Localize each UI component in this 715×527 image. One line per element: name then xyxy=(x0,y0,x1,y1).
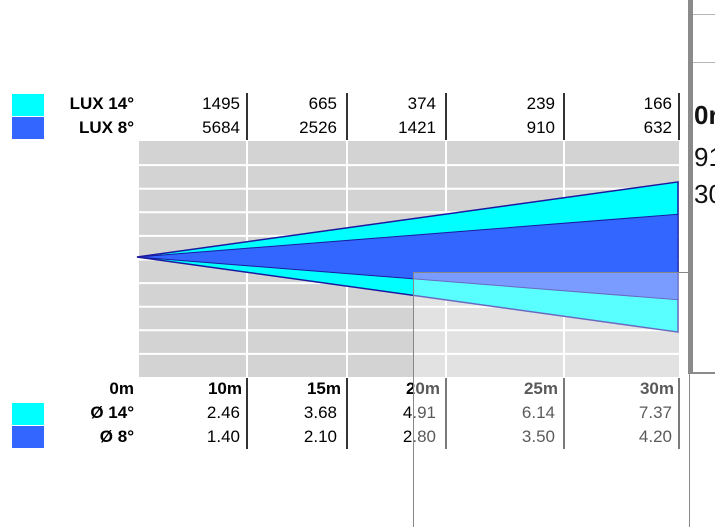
diameter-column-separator xyxy=(445,378,447,449)
diameter-8-label: Ø 8° xyxy=(99,427,134,446)
diameter-14-swatch xyxy=(12,403,44,425)
diameter-14-value: 7.37 xyxy=(638,403,672,422)
diameter-column-separator xyxy=(563,378,565,449)
right-fragment-3: 30 xyxy=(694,179,715,209)
lux-8-swatch xyxy=(12,117,44,139)
diameter-column-separator xyxy=(678,378,680,449)
lux-8-value: 1421 xyxy=(398,118,436,137)
distance-tick-label: 0m xyxy=(109,379,134,398)
distance-tick-label: 15m xyxy=(306,379,341,398)
diameter-8-value: 3.50 xyxy=(521,427,555,446)
lux-8-label: LUX 8° xyxy=(79,118,134,137)
lux-14-value: 665 xyxy=(308,94,337,113)
lux-8-value: 632 xyxy=(643,118,672,137)
lux-14-value: 166 xyxy=(643,94,672,113)
lux-8-value: 910 xyxy=(526,118,555,137)
diameter-14-value: 6.14 xyxy=(521,403,555,422)
diameter-14-value: 3.68 xyxy=(303,403,337,422)
diameter-14-value: 4.91 xyxy=(402,403,436,422)
lux-column-separator xyxy=(445,93,447,140)
lux-column-separator xyxy=(563,93,565,140)
lux-14-value: 374 xyxy=(407,94,436,113)
lux-column-separator xyxy=(678,93,680,140)
lux-column-separator xyxy=(346,93,348,140)
lux-column-separator xyxy=(246,93,248,140)
distance-tick-label: 20m xyxy=(405,379,440,398)
diameter-14-value: 2.46 xyxy=(206,403,240,422)
diameter-8-value: 2.10 xyxy=(303,427,337,446)
right-fragment-1: 0r xyxy=(694,100,715,130)
diameter-8-value: 2.80 xyxy=(402,427,436,446)
beam-8-cone xyxy=(136,213,679,301)
right-fragment-2: 91 xyxy=(694,142,715,172)
diameter-8-value: 4.20 xyxy=(638,427,672,446)
diameter-14-label: Ø 14° xyxy=(90,403,134,422)
lux-8-value: 2526 xyxy=(299,118,337,137)
diameter-8-swatch xyxy=(12,426,44,448)
right-window-partial: 0r 91 30 xyxy=(688,0,715,374)
diameter-column-separator xyxy=(346,378,348,449)
lux-14-swatch xyxy=(12,94,44,116)
distance-tick-label: 25m xyxy=(523,379,558,398)
distance-tick-label: 30m xyxy=(639,379,674,398)
distance-tick-label: 10m xyxy=(207,379,242,398)
lux-14-label: LUX 14° xyxy=(69,94,134,113)
lux-14-value: 239 xyxy=(526,94,555,113)
overlay-panel xyxy=(413,272,690,527)
diameter-8-value: 1.40 xyxy=(206,427,240,446)
diameter-column-separator xyxy=(246,378,248,449)
lux-14-value: 1495 xyxy=(202,94,240,113)
lux-8-value: 5684 xyxy=(202,118,240,137)
